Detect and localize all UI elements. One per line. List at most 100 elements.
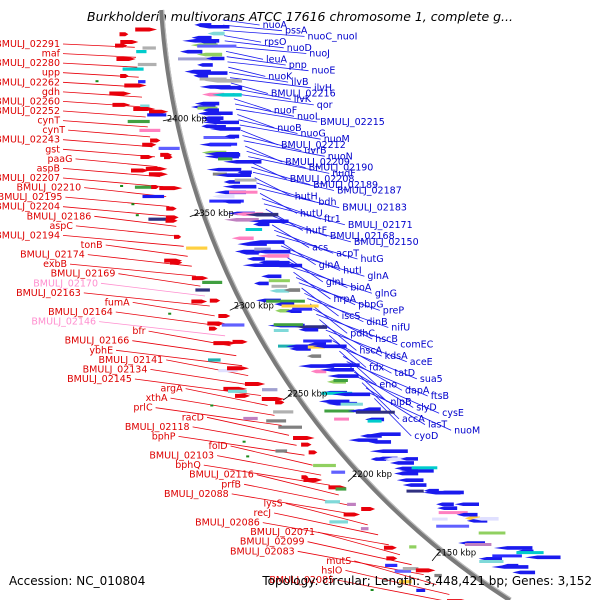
reverse-gene-label[interactable]: lasT xyxy=(428,420,447,431)
forward-gene-arrow[interactable] xyxy=(232,339,248,344)
gene-block[interactable] xyxy=(202,280,223,284)
forward-gene-label[interactable]: mutS xyxy=(326,556,351,567)
reverse-gene-arrow[interactable] xyxy=(275,308,290,313)
reverse-gene-arrow[interactable] xyxy=(211,111,233,116)
gene-block[interactable] xyxy=(228,389,247,393)
forward-gene-label[interactable]: ybhE xyxy=(89,345,113,356)
reverse-gene-label[interactable]: nuoB xyxy=(277,123,301,134)
forward-gene-arrow[interactable] xyxy=(142,142,157,147)
reverse-gene-arrow[interactable] xyxy=(472,517,499,521)
forward-gene-label[interactable]: BMULJ_02291 xyxy=(0,39,60,50)
reverse-gene-arrow[interactable] xyxy=(198,40,217,44)
reverse-gene-label[interactable]: nifU xyxy=(391,323,410,334)
reverse-gene-arrow[interactable] xyxy=(369,449,408,454)
gene-block[interactable] xyxy=(394,569,412,573)
reverse-gene-label[interactable]: hscB xyxy=(375,334,398,345)
reverse-gene-label[interactable]: nlpB xyxy=(390,397,411,408)
gene-block[interactable] xyxy=(134,185,154,189)
forward-gene-arrow[interactable] xyxy=(275,400,285,405)
gene-block[interactable] xyxy=(273,329,289,332)
forward-gene-label[interactable]: gdh xyxy=(42,87,60,98)
forward-gene-arrow[interactable] xyxy=(303,478,323,483)
gene-block[interactable] xyxy=(464,543,492,546)
forward-gene-label[interactable]: BMULJ_02207 xyxy=(0,173,60,184)
reverse-gene-label[interactable]: BMULJ_02189 xyxy=(313,180,378,191)
gene-block[interactable] xyxy=(303,339,332,343)
gene-block[interactable] xyxy=(409,545,417,549)
reverse-gene-arrow[interactable] xyxy=(399,469,434,473)
forward-gene-arrow[interactable] xyxy=(164,155,173,160)
reverse-gene-arrow[interactable] xyxy=(368,440,392,444)
forward-gene-label[interactable]: fumA xyxy=(105,297,131,308)
forward-gene-arrow[interactable] xyxy=(244,381,266,386)
forward-gene-label[interactable]: BMULJ_02088 xyxy=(164,489,229,500)
forward-gene-label[interactable]: bphP xyxy=(152,431,176,442)
forward-gene-arrow[interactable] xyxy=(191,299,208,304)
reverse-gene-label[interactable]: nuoN xyxy=(328,151,353,162)
gene-block[interactable] xyxy=(281,304,319,308)
reverse-gene-arrow[interactable] xyxy=(207,31,225,36)
forward-gene-arrow[interactable] xyxy=(207,321,226,326)
reverse-gene-label[interactable]: glnA xyxy=(367,271,389,282)
forward-gene-arrow[interactable] xyxy=(135,27,158,32)
reverse-gene-arrow[interactable] xyxy=(206,56,225,61)
forward-gene-label[interactable]: recJ xyxy=(254,508,272,519)
gene-block[interactable] xyxy=(262,388,278,392)
forward-gene-label[interactable]: BMULJ_02145 xyxy=(67,374,132,385)
reverse-gene-arrow[interactable] xyxy=(209,85,243,90)
forward-gene-label[interactable]: BMULJ_02252 xyxy=(0,106,60,117)
reverse-gene-label[interactable]: ilvK xyxy=(294,94,312,105)
reverse-gene-arrow[interactable] xyxy=(456,512,478,517)
forward-gene-label[interactable]: folD xyxy=(208,441,227,452)
gene-block[interactable] xyxy=(254,247,271,251)
gene-block[interactable] xyxy=(313,463,336,468)
gene-block[interactable] xyxy=(195,288,210,292)
forward-gene-label[interactable]: BMULJ_02134 xyxy=(83,364,148,375)
forward-gene-label[interactable]: exbB xyxy=(43,259,67,270)
reverse-gene-arrow[interactable] xyxy=(294,325,328,329)
gene-block[interactable] xyxy=(416,588,426,592)
forward-gene-label[interactable]: BMULJ_02169 xyxy=(51,269,116,280)
gene-block[interactable] xyxy=(307,345,325,349)
gene-block[interactable] xyxy=(478,531,506,535)
forward-gene-arrow[interactable] xyxy=(109,91,132,96)
forward-gene-label[interactable]: BMULJ_02146 xyxy=(31,317,96,328)
forward-gene-arrow[interactable] xyxy=(383,545,397,550)
reverse-gene-arrow[interactable] xyxy=(320,363,360,367)
reverse-gene-label[interactable]: accA xyxy=(402,414,425,425)
gene-block[interactable] xyxy=(360,527,369,531)
reverse-gene-arrow[interactable] xyxy=(310,369,327,374)
gene-block[interactable] xyxy=(334,417,349,421)
reverse-gene-arrow[interactable] xyxy=(198,24,230,29)
reverse-gene-label[interactable]: BMULJ_02171 xyxy=(348,220,413,231)
gene-block[interactable] xyxy=(142,194,165,199)
forward-gene-arrow[interactable] xyxy=(218,313,231,318)
forward-gene-arrow[interactable] xyxy=(149,109,169,114)
gene-block[interactable] xyxy=(266,419,287,423)
reverse-gene-label[interactable]: nuoM xyxy=(324,134,350,145)
reverse-gene-arrow[interactable] xyxy=(193,73,209,78)
reverse-gene-label[interactable]: hutI xyxy=(343,266,362,277)
reverse-gene-arrow[interactable] xyxy=(298,327,319,332)
gene-block[interactable] xyxy=(234,178,257,182)
forward-gene-label[interactable]: cynT xyxy=(42,125,65,136)
forward-gene-arrow[interactable] xyxy=(112,102,131,107)
forward-gene-label[interactable]: aspC xyxy=(49,221,73,232)
gene-block[interactable] xyxy=(271,284,288,288)
reverse-gene-label[interactable]: pbpG xyxy=(358,300,383,311)
reverse-gene-label[interactable]: bdh xyxy=(318,197,336,208)
forward-gene-arrow[interactable] xyxy=(386,556,398,561)
forward-gene-arrow[interactable] xyxy=(124,83,147,88)
forward-gene-label[interactable]: xthA xyxy=(146,393,168,404)
gene-block[interactable] xyxy=(221,323,245,327)
forward-gene-label[interactable]: prfB xyxy=(221,479,241,490)
gene-block[interactable] xyxy=(147,113,167,117)
reverse-gene-label[interactable]: BMULJ_02168 xyxy=(330,231,395,242)
forward-gene-label[interactable]: BMULJ_02170 xyxy=(33,278,98,289)
reverse-gene-arrow[interactable] xyxy=(348,438,378,442)
reverse-gene-arrow[interactable] xyxy=(246,257,265,261)
reverse-gene-arrow[interactable] xyxy=(245,212,279,217)
forward-gene-arrow[interactable] xyxy=(120,40,139,45)
reverse-gene-label[interactable]: cyoD xyxy=(414,431,438,442)
